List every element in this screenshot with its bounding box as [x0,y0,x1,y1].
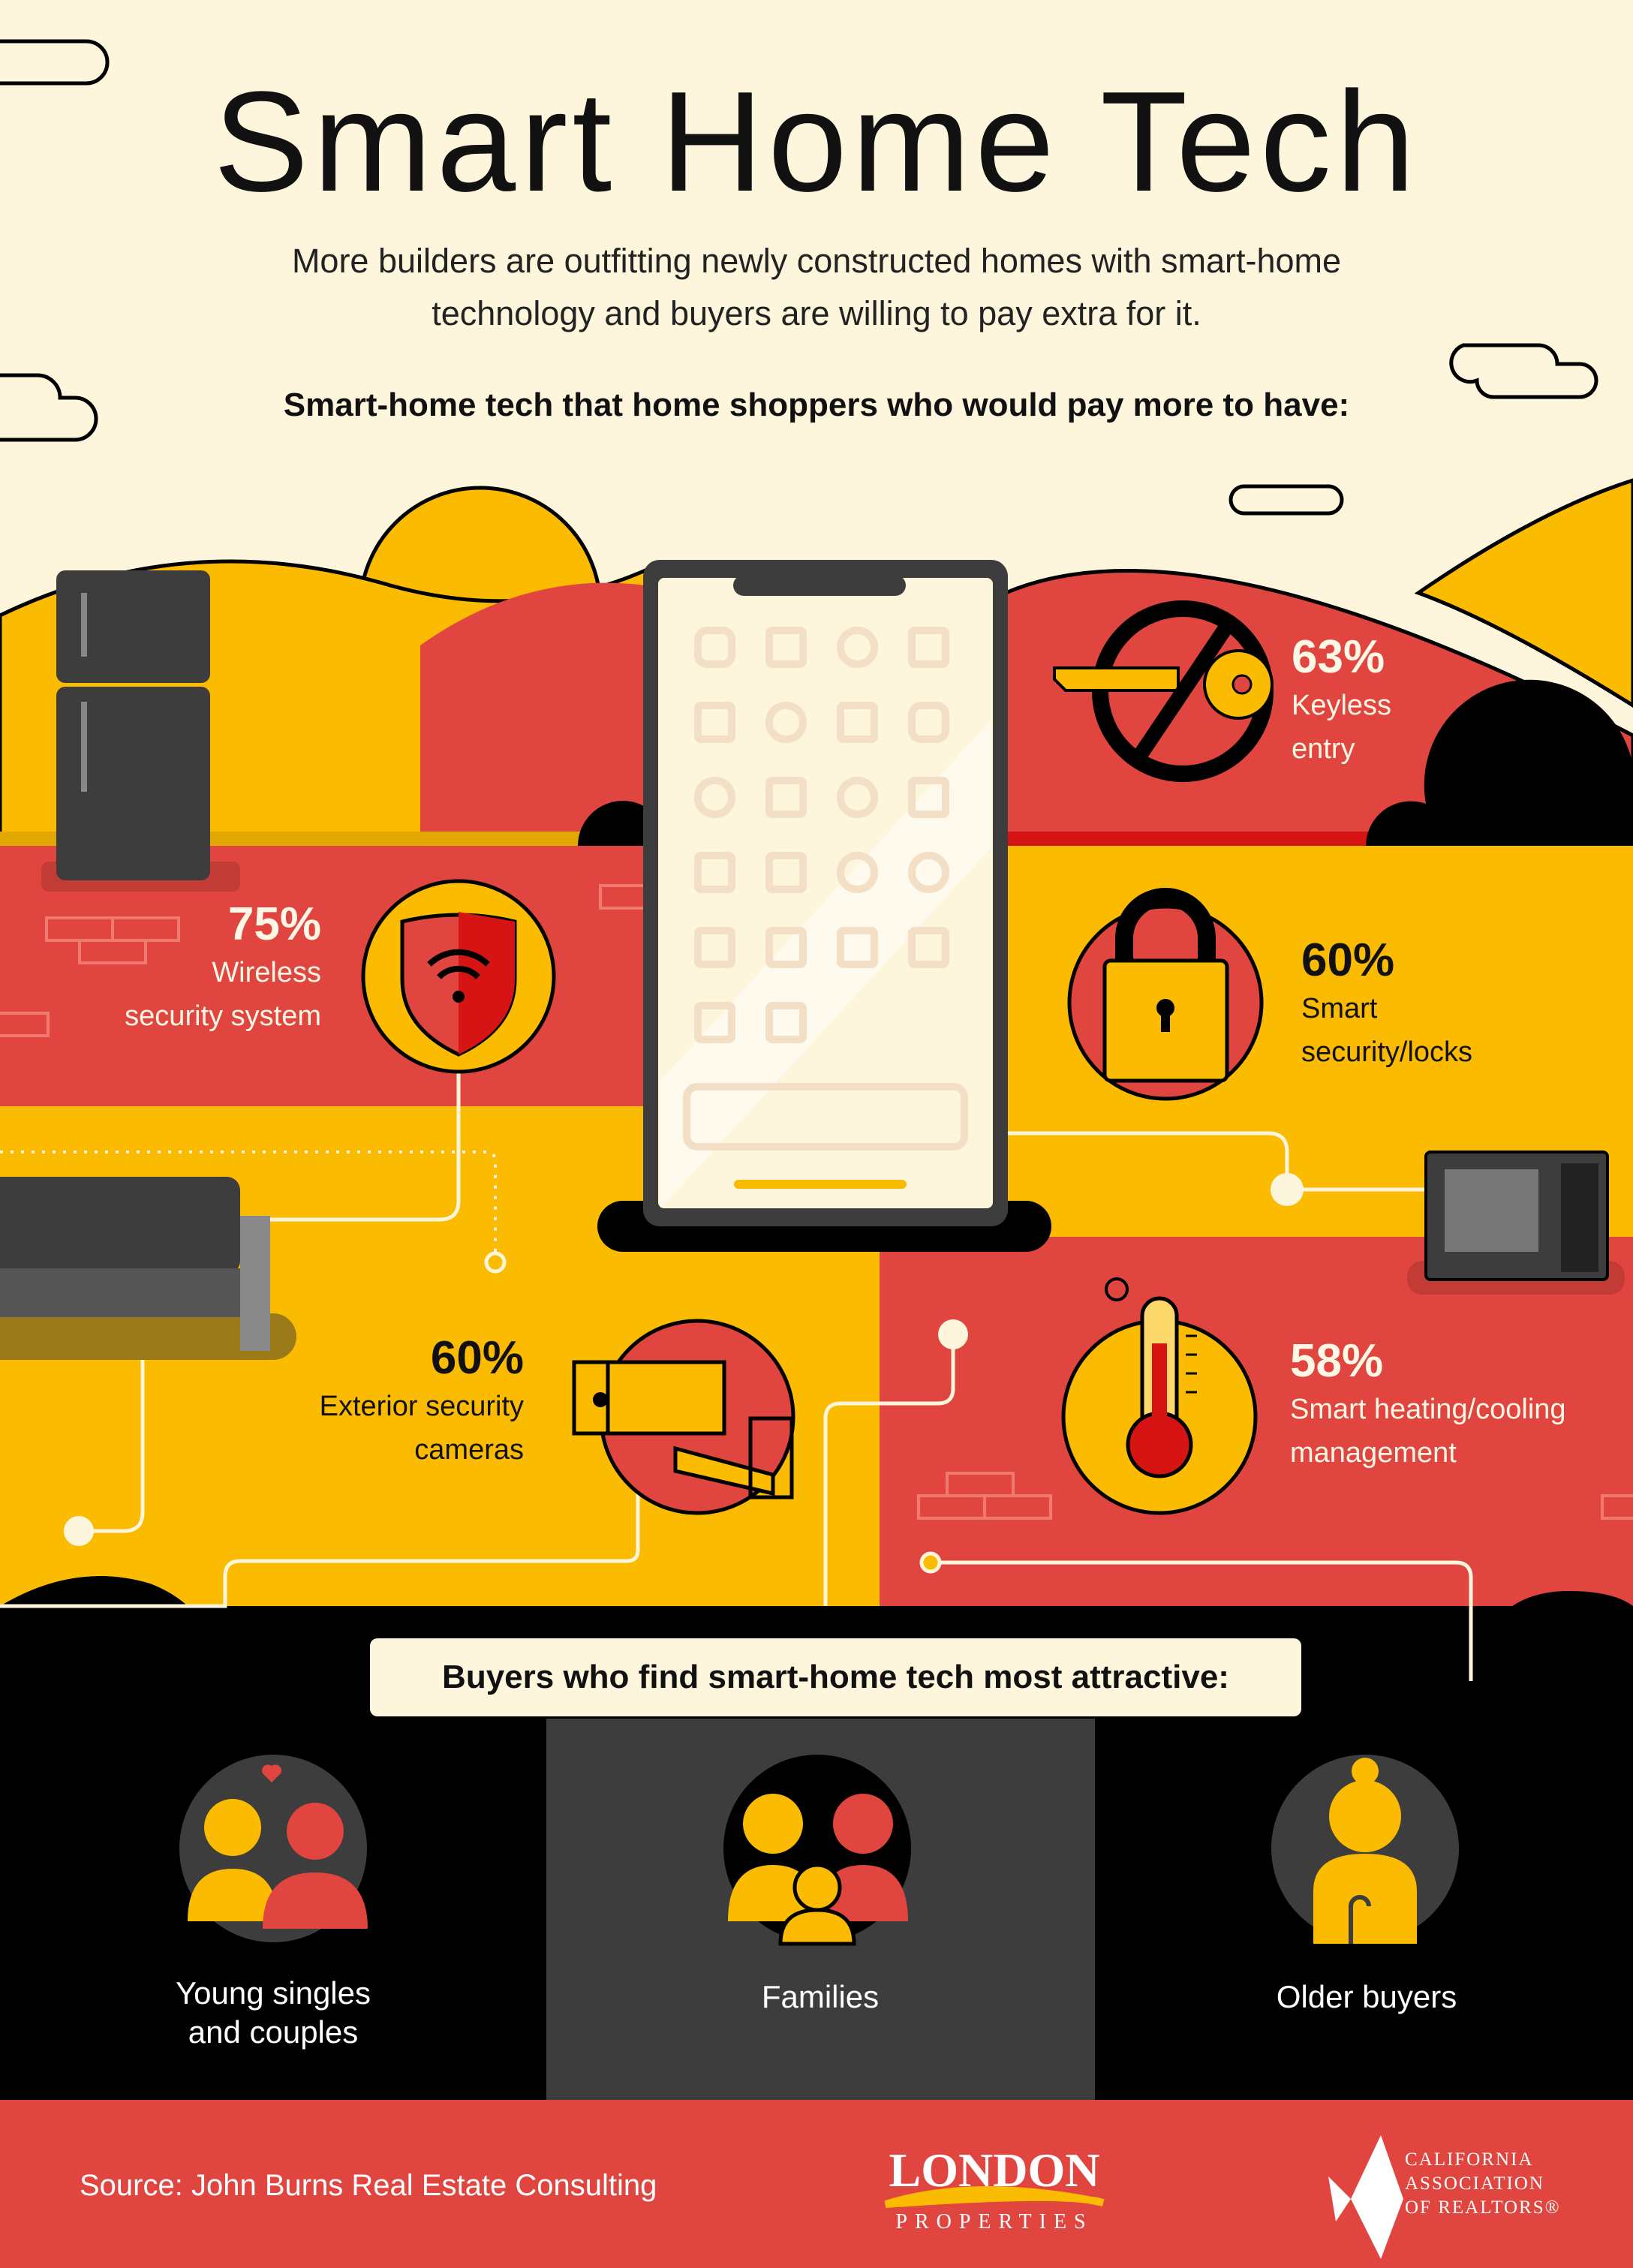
stat-keyless-entry: 63% Keyless entry [1292,630,1391,771]
car-logo-line: CALIFORNIA [1405,2149,1534,2170]
sun-icon [1105,1277,1129,1301]
stat-label: entry [1292,733,1355,765]
stat-percent: 75% [227,898,321,950]
stat-percent: 58% [1290,1335,1384,1387]
stat-wireless-security: 75% Wireless security system [125,898,321,1038]
stat-smart-locks: 60% Smart security/locks [1301,934,1472,1074]
car-logo-line: OF REALTORS® [1405,2197,1561,2218]
stat-label: cameras [414,1434,524,1466]
buyer-label-families: Families [761,1979,880,2014]
stat-percent: 60% [1301,934,1395,986]
london-properties-logo [884,2186,1105,2208]
buyer-label-older: Older buyers [1276,1979,1457,2014]
stat-exterior-cameras: 60% Exterior security cameras [320,1331,524,1472]
london-logo-sub: PROPERTIES [895,2210,1093,2233]
stat-heating-cooling: 58% Smart heating/cooling management [1290,1334,1566,1475]
stat-label: Keyless [1292,690,1392,721]
car-logo-text: CALIFORNIA ASSOCIATION OF REALTORS® [1405,2148,1561,2220]
stat-label: Smart [1301,993,1378,1024]
london-logo-text: LONDON [889,2143,1100,2197]
source-credit: Source: John Burns Real Estate Consultin… [80,2169,657,2202]
stat-label: management [1290,1437,1457,1469]
stat-label: Exterior security [319,1391,524,1422]
wifi-shield-icon [361,879,556,1074]
subtitle-line-2: technology and buyers are willing to pay… [432,294,1201,332]
cloud-icon [0,39,1598,516]
microwave-icon [1407,1151,1625,1295]
stat-percent: 63% [1292,631,1385,683]
page-title: Smart Home Tech [213,62,1420,221]
family-icon [723,1755,911,1946]
older-person-icon [1271,1755,1459,1944]
stat-label: security/locks [1301,1036,1473,1068]
smartphone-icon [597,560,1051,1252]
car-logo [1328,2135,1403,2259]
stat-label: security system [125,1000,321,1032]
padlock-icon [1067,888,1264,1101]
security-camera-icon [572,1319,795,1515]
stat-label: Smart heating/cooling [1290,1394,1566,1425]
thermometer-icon [1061,1277,1258,1515]
buyer-label-young: Young singles and couples [176,1975,371,2050]
buyers-heading: Buyers who find smart-home tech most att… [370,1638,1301,1716]
refrigerator-icon [41,570,240,892]
sofa-icon [0,1177,296,1360]
car-logo-line: ASSOCIATION [1405,2173,1544,2194]
couple-icon [179,1755,368,1942]
stat-percent: 60% [430,1332,524,1384]
no-key-icon [1053,600,1274,782]
subtitle-line-1: More builders are outfitting newly const… [291,242,1342,280]
stat-label: Wireless [212,957,321,988]
section-heading: Smart-home tech that home shoppers who w… [283,387,1350,423]
